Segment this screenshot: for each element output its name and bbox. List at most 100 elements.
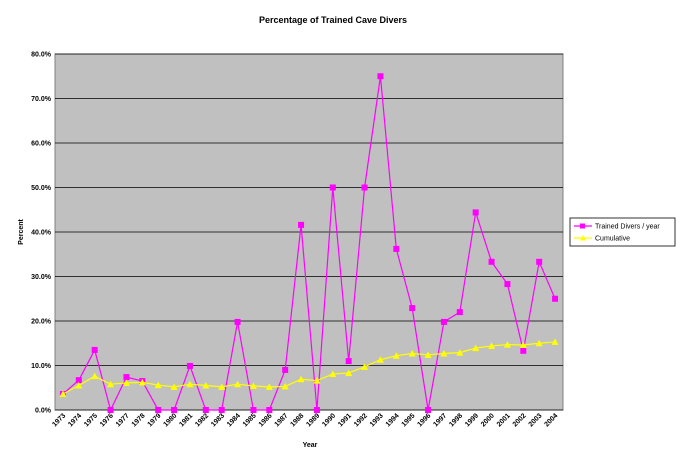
x-tick-label: 2001	[496, 412, 512, 428]
marker-square	[186, 362, 193, 369]
marker-triangle	[329, 370, 337, 377]
x-tick-label: 1990	[321, 412, 337, 428]
x-tick-label: 2003	[528, 412, 544, 428]
y-axis-label: Percent	[18, 218, 25, 244]
marker-square	[155, 407, 162, 413]
marker-triangle	[519, 341, 527, 349]
marker-square	[472, 209, 479, 216]
marker-square	[377, 73, 384, 80]
marker-square	[425, 407, 432, 413]
marker-triangle	[297, 375, 305, 383]
series-line	[62, 341, 556, 395]
x-tick-label: 1992	[353, 412, 369, 428]
marker-square	[456, 309, 463, 316]
marker-triangle	[472, 344, 480, 352]
x-tick-label: 1984	[226, 412, 242, 428]
y-tick-label: 30.0%	[31, 274, 52, 281]
x-tick-label: 1987	[274, 412, 290, 428]
x-tick-label: 2002	[512, 412, 528, 428]
marker-square	[409, 305, 416, 312]
marker-triangle	[186, 380, 194, 388]
x-tick-label: 1993	[369, 412, 385, 428]
marker-square	[202, 407, 209, 413]
x-tick-label: 1983	[210, 412, 226, 428]
marker-triangle	[154, 381, 162, 389]
y-tick-label: 0.0%	[35, 408, 52, 415]
x-tick-label: 2004	[544, 412, 560, 428]
x-tick-label: 1998	[448, 412, 464, 428]
marker-square	[393, 245, 400, 252]
legend-marker	[580, 235, 586, 241]
marker-triangle	[249, 382, 257, 389]
x-tick-label: 1991	[337, 412, 353, 428]
marker-triangle	[376, 356, 384, 363]
y-tick-label: 40.0%	[31, 230, 52, 237]
marker-triangle	[392, 352, 400, 359]
marker-triangle	[59, 390, 67, 397]
marker-triangle	[361, 363, 369, 370]
marker-square	[520, 347, 527, 354]
marker-triangle	[503, 341, 511, 348]
x-tick-label: 1986	[258, 412, 274, 428]
x-tick-label: 1973	[51, 412, 67, 428]
marker-square	[536, 258, 543, 265]
x-tick-label: 1974	[67, 412, 83, 428]
x-tick-label: 1982	[194, 412, 210, 428]
marker-square	[250, 407, 257, 413]
marker-triangle	[281, 382, 289, 390]
marker-triangle	[234, 380, 242, 388]
marker-triangle	[424, 351, 432, 358]
x-tick-label: 1995	[401, 412, 417, 428]
marker-square	[75, 377, 82, 384]
marker-square	[123, 374, 130, 381]
legend-box	[569, 217, 676, 247]
legend-marker	[580, 223, 585, 229]
marker-triangle	[75, 382, 83, 389]
x-tick-label: 1996	[417, 412, 433, 428]
chart-title: Percentage of Trained Cave Divers	[259, 15, 407, 25]
x-tick-label: 1985	[242, 412, 258, 428]
x-tick-label: 1976	[99, 412, 115, 428]
x-axis-label: Year	[303, 442, 318, 449]
x-tick-label: 2000	[480, 412, 496, 428]
y-tick-label: 20.0%	[31, 319, 52, 326]
y-tick-label: 70.0%	[31, 96, 52, 103]
marker-triangle	[218, 383, 226, 390]
x-tick-label: 1994	[385, 412, 401, 428]
marker-square	[266, 407, 273, 413]
x-tick-label: 1981	[178, 412, 194, 428]
y-tick-label: 60.0%	[31, 141, 52, 148]
marker-square	[488, 258, 495, 265]
marker-square	[504, 281, 511, 288]
marker-square	[313, 407, 320, 413]
marker-square	[91, 346, 98, 353]
x-tick-label: 1980	[163, 412, 179, 428]
marker-triangle	[122, 379, 130, 386]
marker-triangle	[456, 349, 464, 356]
marker-triangle	[170, 383, 178, 390]
y-tick-label: 80.0%	[31, 52, 52, 59]
marker-square	[218, 407, 225, 413]
marker-triangle	[313, 377, 321, 384]
x-tick-label: 1978	[131, 412, 147, 428]
legend-label: Cumulative	[595, 236, 630, 243]
series-line	[62, 76, 556, 412]
x-tick-label: 1997	[432, 412, 448, 428]
marker-square	[282, 366, 289, 373]
marker-triangle	[440, 349, 448, 357]
y-tick-label: 50.0%	[31, 185, 52, 192]
x-tick-label: 1979	[147, 412, 163, 428]
marker-square	[298, 221, 305, 228]
marker-square	[234, 318, 241, 325]
marker-triangle	[345, 369, 353, 377]
marker-square	[345, 358, 352, 365]
marker-triangle	[535, 339, 543, 347]
x-tick-label: 1975	[83, 412, 99, 428]
x-tick-label: 1989	[305, 412, 321, 428]
marker-triangle	[551, 338, 559, 345]
marker-square	[552, 295, 559, 302]
marker-triangle	[265, 383, 273, 390]
marker-triangle	[488, 342, 496, 349]
x-tick-label: 1999	[464, 412, 480, 428]
marker-triangle	[408, 349, 416, 357]
